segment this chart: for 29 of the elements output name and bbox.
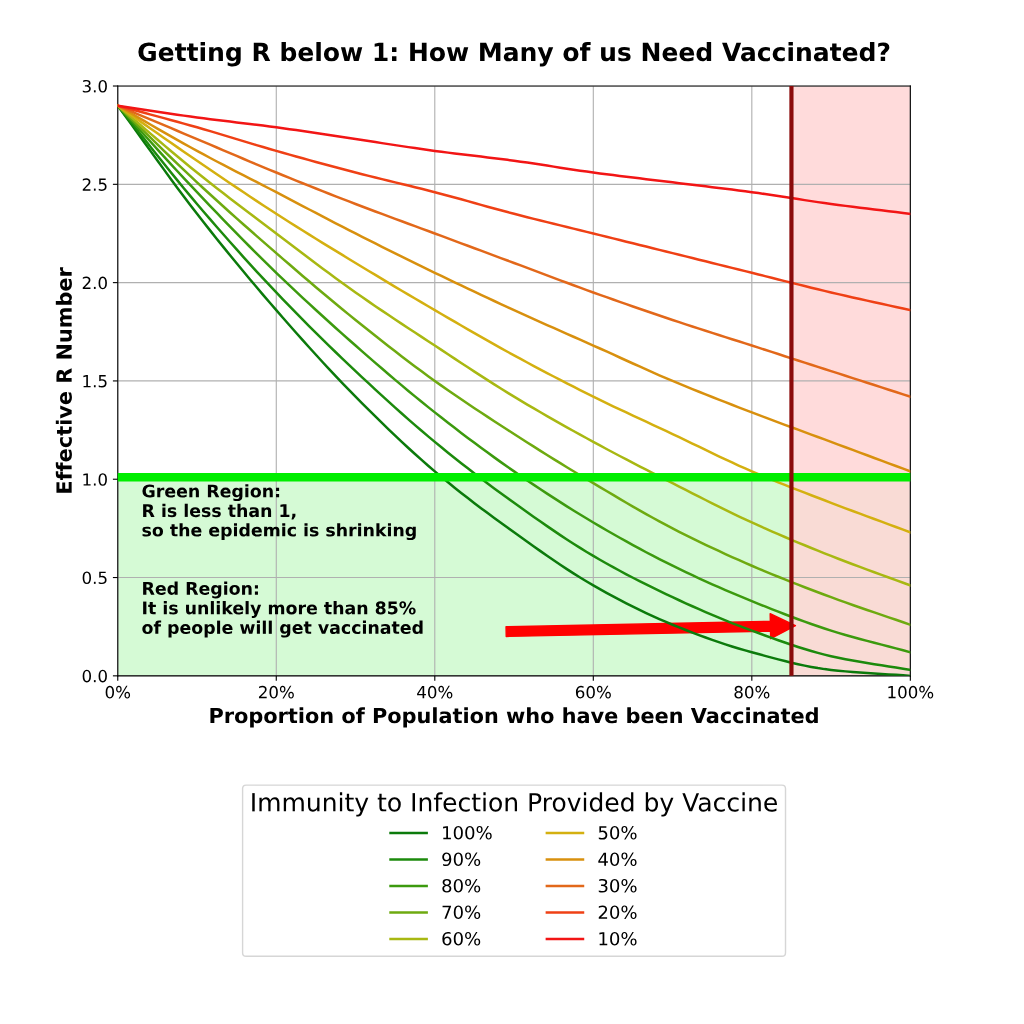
legend-label: 50%	[598, 825, 637, 840]
x-tick-label: 100%	[888, 685, 934, 699]
legend-label: 70%	[442, 905, 481, 920]
y-tick-label: 1.0	[83, 473, 107, 486]
annotation: Green Region: R is less than 1, so the epidemic is shrinking	[142, 484, 416, 541]
y-tick-label: 0.0	[82, 669, 107, 683]
x-tick-label: 60%	[575, 685, 611, 699]
chart-title: Getting R below 1: How Many of us Need Vaccinated?	[138, 42, 890, 67]
y-tick-label: 2.0	[82, 276, 107, 290]
y-tick-label: 3.0	[82, 79, 107, 93]
legend-label: 20%	[598, 905, 637, 920]
legend-label: 30%	[598, 878, 637, 893]
y-tick-label: 0.5	[82, 571, 107, 585]
legend-label: 80%	[442, 878, 481, 893]
legend-label: 10%	[599, 931, 637, 946]
y-axis-title: Effective R Number	[55, 267, 72, 493]
x-tick-label: 40%	[417, 685, 453, 699]
legend-label: 60%	[442, 931, 481, 946]
legend-label: 90%	[442, 852, 481, 867]
x-tick-label: 0%	[105, 685, 131, 699]
legend-title: Immunity to Infection Provided by Vaccine	[252, 792, 777, 817]
annotation: Red Region: It is unlikely more than 85% of people will get vaccinated	[142, 581, 423, 638]
x-tick-label: 80%	[734, 685, 770, 699]
x-axis-title: Proportion of Population who have been Vaccinated	[210, 707, 818, 728]
x-tick-label: 20%	[258, 685, 294, 699]
legend-label: 40%	[598, 852, 637, 867]
y-tick-label: 2.5	[82, 178, 107, 191]
y-tick-label: 1.5	[83, 375, 107, 388]
legend-label: 100%	[443, 825, 492, 840]
